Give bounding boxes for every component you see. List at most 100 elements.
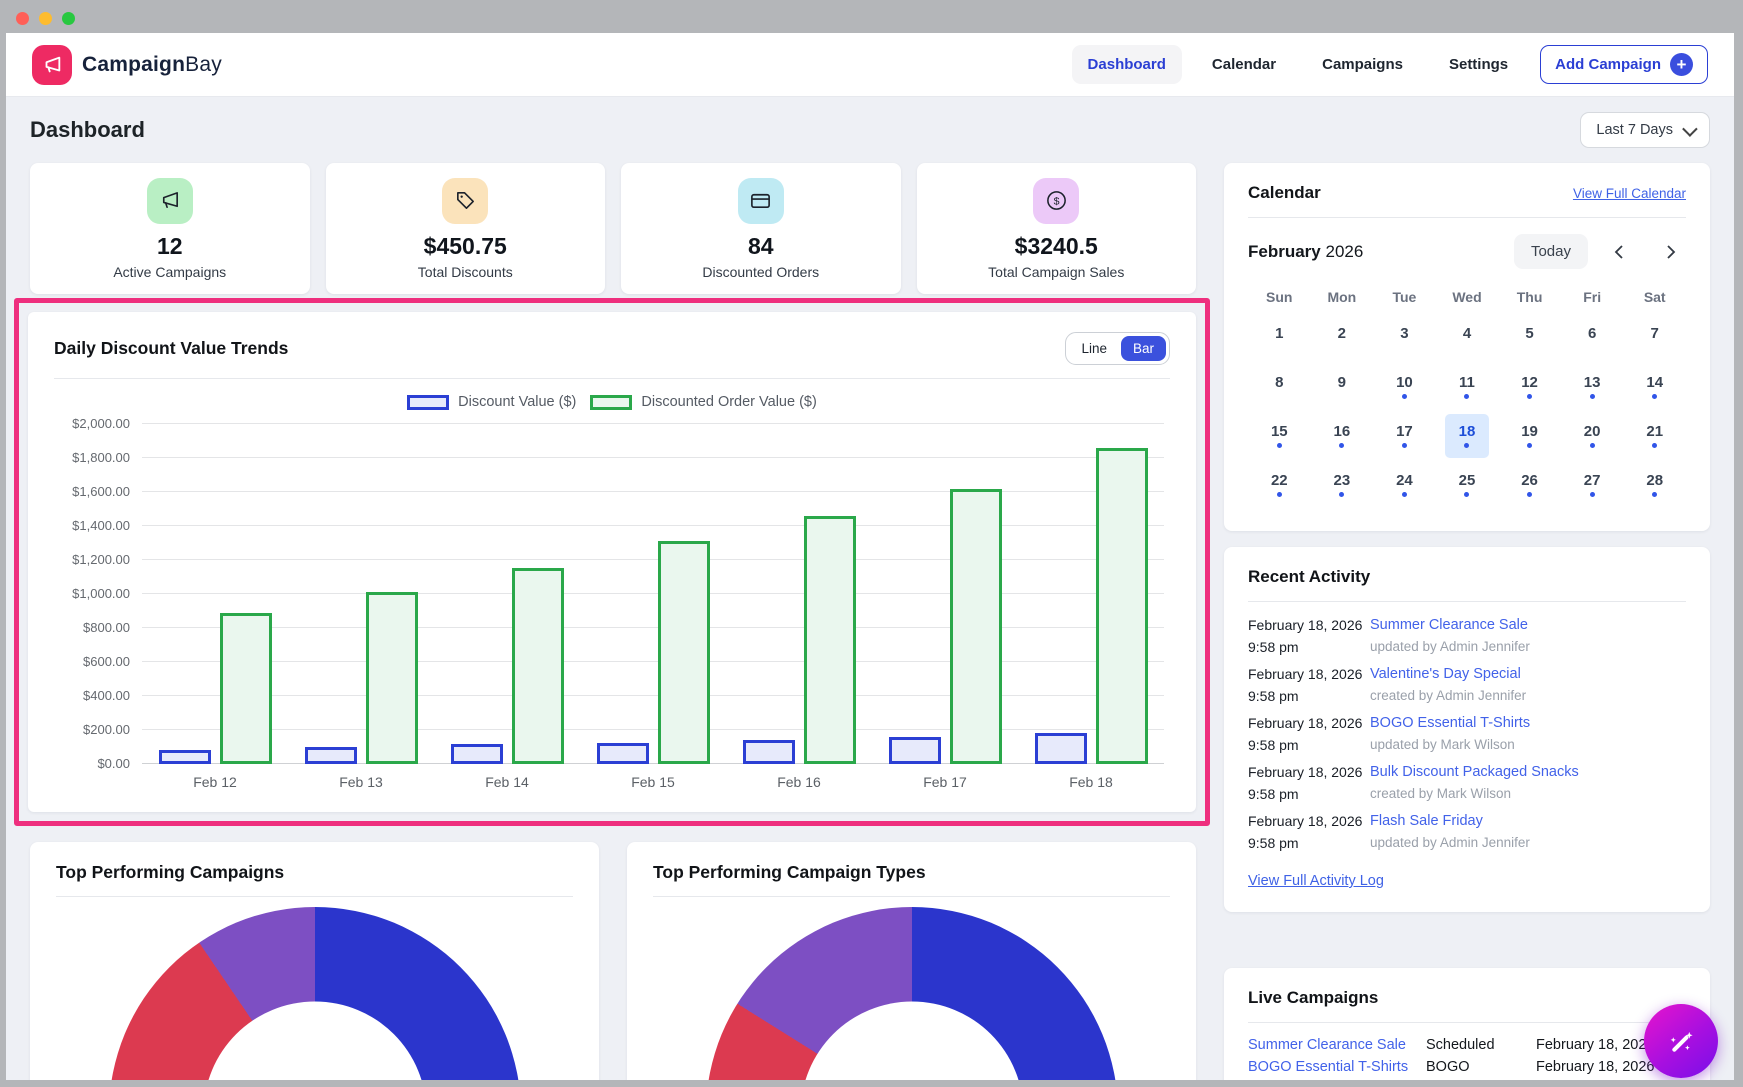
- close-window-button[interactable]: [16, 12, 29, 25]
- view-activity-log-link[interactable]: View Full Activity Log: [1248, 873, 1384, 889]
- live-campaign-type: Scheduled: [1426, 1037, 1495, 1053]
- y-axis-tick: $2,000.00: [72, 416, 130, 431]
- calendar-day-17[interactable]: 17: [1373, 411, 1436, 460]
- nav-item-dashboard[interactable]: Dashboard: [1071, 45, 1182, 84]
- calendar-day-18[interactable]: 18: [1436, 411, 1499, 460]
- activity-main: Flash Sale Friday updated by Admin Jennif…: [1370, 810, 1686, 854]
- bar-group-feb-15: Feb 15: [580, 424, 726, 790]
- calendar-day-number: 23: [1333, 472, 1351, 489]
- calendar-day-7[interactable]: 7: [1623, 313, 1686, 362]
- dollar-icon: $: [1033, 177, 1080, 224]
- calendar-day-23[interactable]: 23: [1311, 460, 1374, 509]
- calendar-day-number: 4: [1462, 325, 1472, 342]
- nav-item-campaigns[interactable]: Campaigns: [1322, 56, 1403, 73]
- calendar-day-26[interactable]: 26: [1498, 460, 1561, 509]
- y-axis-tick: $600.00: [83, 654, 130, 669]
- stat-card-discounted-orders: 84 Discounted Orders: [621, 163, 901, 294]
- calendar-day-11[interactable]: 11: [1436, 362, 1499, 411]
- calendar-day-6[interactable]: 6: [1561, 313, 1624, 362]
- live-campaigns-rows: Summer Clearance Sale Scheduled February 1…: [1248, 1035, 1686, 1080]
- live-campaign-link[interactable]: BOGO Essential T-Shirts: [1248, 1059, 1409, 1075]
- toggle-option-line[interactable]: Line: [1081, 341, 1107, 356]
- calendar-day-19[interactable]: 19: [1498, 411, 1561, 460]
- y-axis-tick: $1,000.00: [72, 586, 130, 601]
- prev-month-button[interactable]: [1610, 242, 1630, 262]
- calendar-day-13[interactable]: 13: [1561, 362, 1624, 411]
- calendar-day-inner: 13: [1570, 365, 1614, 409]
- add-campaign-button[interactable]: Add Campaign +: [1540, 45, 1708, 84]
- activity-campaign-link[interactable]: Valentine's Day Special: [1370, 666, 1521, 682]
- calendar-day-5[interactable]: 5: [1498, 313, 1561, 362]
- calendar-day-25[interactable]: 25: [1436, 460, 1499, 509]
- calendar-day-number: 14: [1646, 374, 1664, 391]
- calendar-month-label: February 2026: [1248, 241, 1364, 261]
- y-axis-tick: $0.00: [97, 756, 130, 771]
- calendar-day-inner: 24: [1382, 463, 1426, 507]
- calendar-day-14[interactable]: 14: [1623, 362, 1686, 411]
- chevron-down-icon: [1682, 120, 1698, 137]
- activity-when: February 18, 2026 9:58 pm: [1248, 663, 1370, 707]
- activity-campaign-link[interactable]: BOGO Essential T-Shirts: [1370, 715, 1531, 731]
- legend-item[interactable]: Discount Value ($): [407, 394, 576, 410]
- calendar-day-number: 24: [1396, 472, 1413, 489]
- calendar-day-10[interactable]: 10: [1373, 362, 1436, 411]
- live-campaign-link[interactable]: Summer Clearance Sale: [1248, 1037, 1406, 1053]
- calendar-day-1[interactable]: 1: [1248, 313, 1311, 362]
- calendar-day-16[interactable]: 16: [1311, 411, 1374, 460]
- bar: [596, 742, 649, 764]
- calendar-day-2[interactable]: 2: [1311, 313, 1374, 362]
- legend-item[interactable]: Discounted Order Value ($): [590, 394, 817, 410]
- calendar-day-inner: 3: [1382, 316, 1426, 360]
- dashboard-page: Dashboard Last 7 Days 12 Active Campaigns…: [6, 97, 1734, 1080]
- bars: [742, 424, 856, 764]
- brand-logo[interactable]: CampaignBay: [32, 44, 222, 85]
- calendar-day-28[interactable]: 28: [1623, 460, 1686, 509]
- stat-label: Active Campaigns: [113, 263, 227, 280]
- live-campaign-link[interactable]: Bulk Discount Packaged Snacks: [1248, 1079, 1426, 1080]
- megaphone-icon: [146, 177, 193, 224]
- stat-value: $450.75: [423, 232, 507, 259]
- calendar-day-22[interactable]: 22: [1248, 460, 1311, 509]
- calendar-day-8[interactable]: 8: [1248, 362, 1311, 411]
- gridline: [142, 525, 1164, 526]
- calendar-day-4[interactable]: 4: [1436, 313, 1499, 362]
- calendar-day-20[interactable]: 20: [1561, 411, 1624, 460]
- calendar-day-header: Mon: [1327, 289, 1357, 305]
- calendar-day-3[interactable]: 3: [1373, 313, 1436, 362]
- calendar-day-inner: 20: [1570, 414, 1614, 458]
- view-full-calendar-link[interactable]: View Full Calendar: [1572, 185, 1686, 201]
- calendar-day-12[interactable]: 12: [1498, 362, 1561, 411]
- calendar-day-9[interactable]: 9: [1311, 362, 1374, 411]
- calendar-day-15[interactable]: 15: [1248, 411, 1311, 460]
- activity-item: February 18, 2026 9:58 pm Valentine's Day …: [1248, 663, 1686, 707]
- calendar-day-24[interactable]: 24: [1373, 460, 1436, 509]
- nav-item-settings[interactable]: Settings: [1448, 56, 1509, 73]
- event-dot: [1589, 394, 1595, 399]
- bars: [158, 424, 272, 764]
- stat-value: 12: [156, 232, 183, 259]
- activity-campaign-link[interactable]: Summer Clearance Sale: [1370, 617, 1528, 633]
- ai-assistant-fab[interactable]: [1644, 1004, 1718, 1078]
- activity-meta: created by Admin Jennifer: [1370, 688, 1527, 703]
- calendar-day-number: 12: [1521, 374, 1538, 391]
- zoom-window-button[interactable]: [62, 12, 75, 25]
- activity-date: February 18, 2026: [1248, 764, 1363, 780]
- gridline: [142, 559, 1164, 560]
- calendar-day-21[interactable]: 21: [1623, 411, 1686, 460]
- next-month-button[interactable]: [1660, 242, 1680, 262]
- chart-legend: Discount Value ($) Discounted Order Value…: [54, 394, 1170, 410]
- today-button[interactable]: Today: [1513, 234, 1588, 269]
- activity-campaign-link[interactable]: Flash Sale Friday: [1370, 813, 1483, 829]
- activity-campaign-link[interactable]: Bulk Discount Packaged Snacks: [1370, 764, 1579, 780]
- gridline: [142, 661, 1164, 662]
- chart-type-toggle: Line Bar: [1065, 332, 1170, 365]
- bars: [450, 424, 564, 764]
- window-controls: [16, 12, 75, 25]
- calendar-day-27[interactable]: 27: [1561, 460, 1624, 509]
- date-range-select[interactable]: Last 7 Days: [1580, 112, 1710, 148]
- toggle-option-bar[interactable]: Bar: [1120, 336, 1166, 361]
- nav-item-calendar[interactable]: Calendar: [1211, 56, 1277, 73]
- minimize-window-button[interactable]: [39, 12, 52, 25]
- bars: [596, 424, 710, 764]
- calendar-day-inner: 9: [1320, 365, 1364, 409]
